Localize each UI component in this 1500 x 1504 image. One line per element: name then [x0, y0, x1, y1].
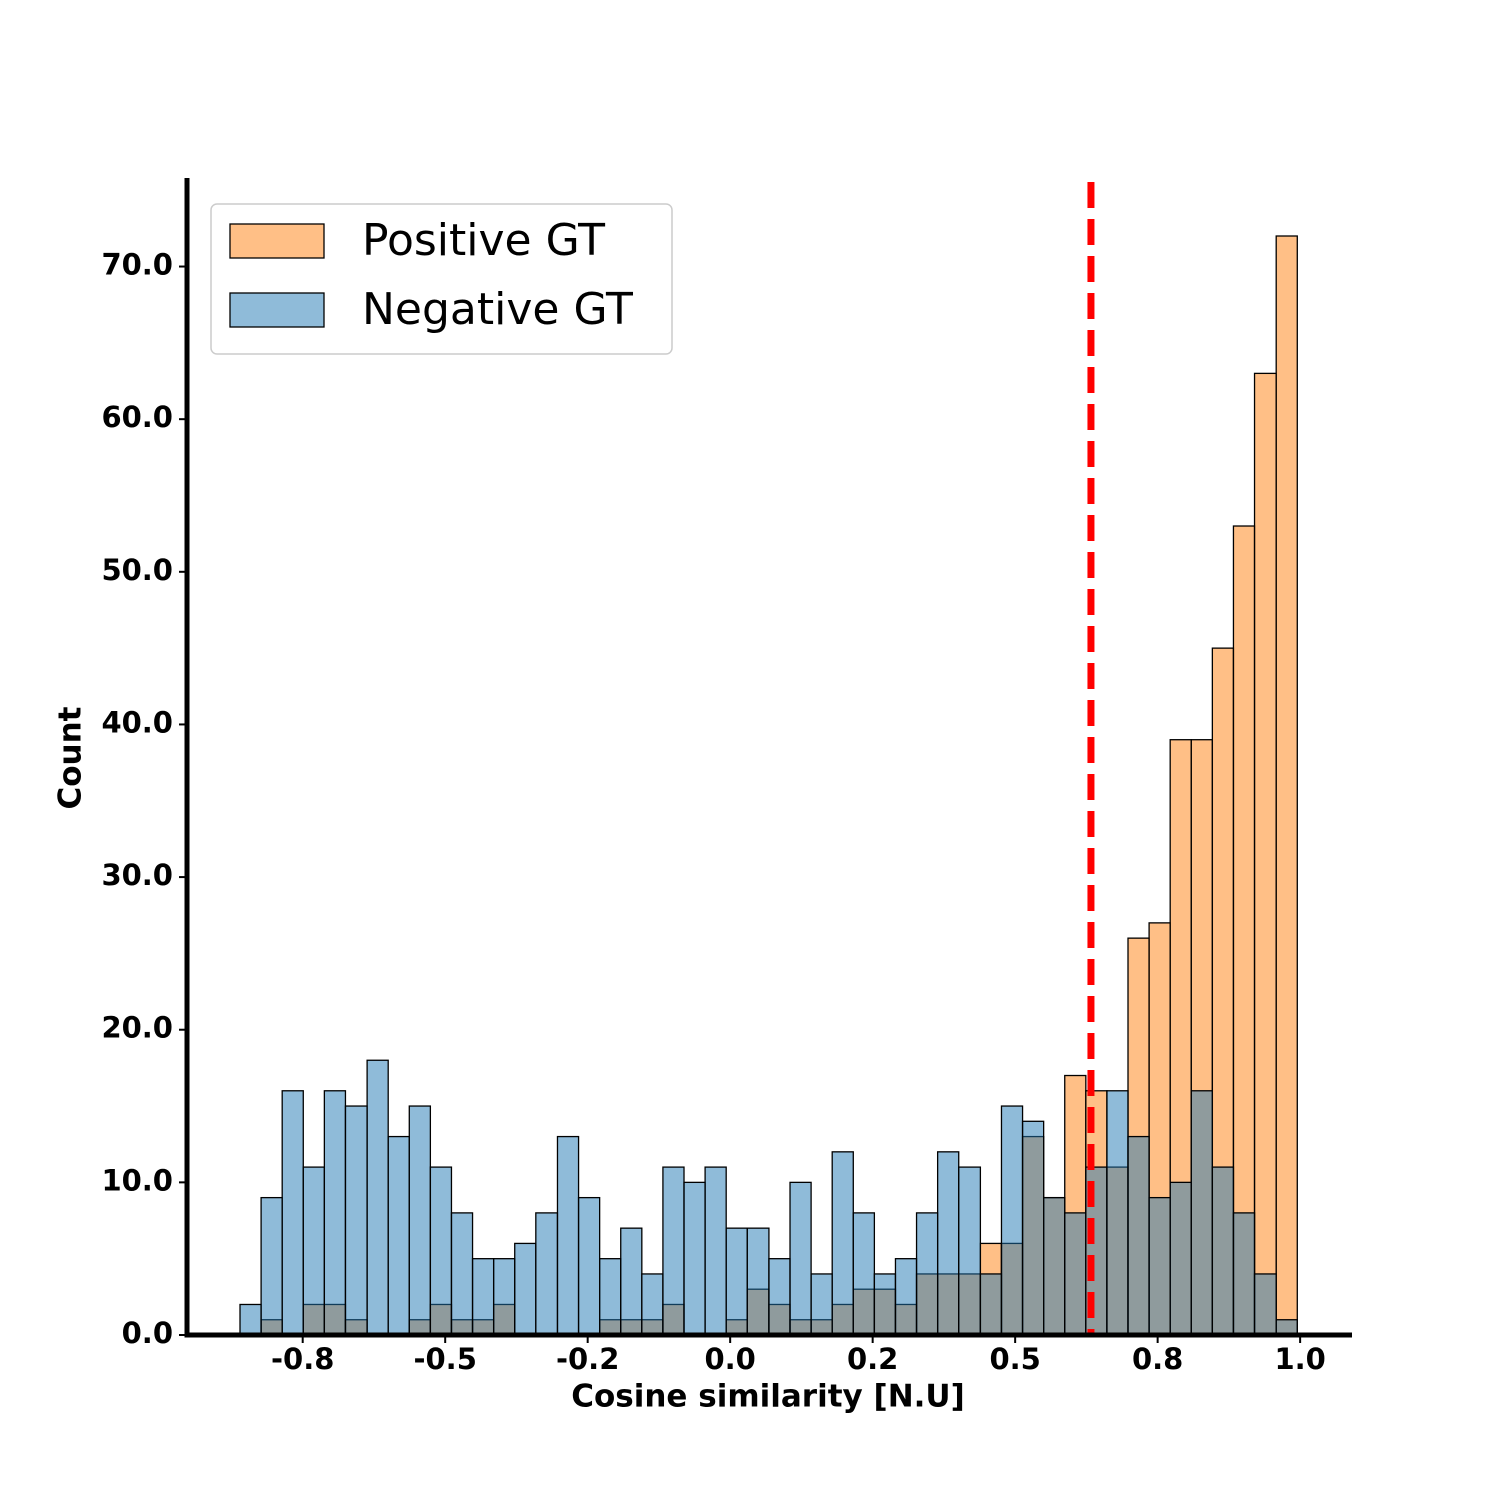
bar [852, 1212, 876, 1336]
y-tick-label: 0.0 [122, 1316, 173, 1350]
x-tick-label: -0.2 [556, 1342, 619, 1376]
bar [281, 1090, 304, 1336]
legend-swatch [229, 223, 325, 259]
bar [1190, 1090, 1214, 1336]
bar [746, 1227, 770, 1336]
bar [789, 1181, 812, 1336]
bar [1043, 1196, 1066, 1336]
bar [831, 1151, 854, 1336]
x-tick-label: -0.8 [271, 1342, 334, 1376]
y-tick-label: 60.0 [101, 400, 173, 434]
bar [1253, 372, 1277, 1336]
bar [1064, 1212, 1087, 1336]
bar [1127, 1135, 1150, 1336]
x-tick-label: 0.0 [704, 1342, 755, 1376]
bar [894, 1258, 918, 1336]
bar [408, 1105, 432, 1336]
bar [768, 1258, 791, 1336]
bar [662, 1166, 685, 1336]
bar [323, 1090, 347, 1336]
bar [302, 1166, 326, 1336]
bar [1253, 1273, 1277, 1336]
bar [260, 1196, 283, 1336]
bar [620, 1227, 643, 1336]
legend-label: Positive GT [362, 215, 605, 266]
x-tick-label: 0.8 [1132, 1342, 1183, 1376]
bar [725, 1227, 748, 1336]
bar [577, 1196, 601, 1336]
x-tick-label: 0.5 [989, 1342, 1040, 1376]
bar [366, 1059, 389, 1336]
bar [450, 1212, 474, 1336]
y-axis-label: Count [53, 706, 89, 809]
bar [704, 1166, 727, 1336]
bar [1232, 1212, 1256, 1336]
bar [683, 1181, 706, 1336]
bar [556, 1135, 580, 1336]
bar [1169, 1181, 1192, 1336]
bar [1106, 1090, 1129, 1336]
bar [1148, 1196, 1171, 1336]
bar [1000, 1105, 1024, 1336]
bar [344, 1105, 368, 1336]
bar [471, 1258, 495, 1336]
bar [915, 1212, 939, 1336]
y-tick-label: 20.0 [101, 1011, 173, 1045]
y-tick-label: 40.0 [101, 705, 173, 739]
x-axis-label: Cosine similarity [N.U] [571, 1379, 965, 1415]
x-tick-label: -0.5 [413, 1342, 476, 1376]
bar [641, 1273, 664, 1336]
bar [936, 1151, 960, 1336]
legend-box [210, 203, 673, 355]
y-tick-label: 70.0 [101, 248, 173, 282]
bar [387, 1135, 410, 1336]
y-tick-label: 30.0 [101, 858, 173, 892]
bar [429, 1166, 453, 1336]
x-tick-label: 0.2 [847, 1342, 898, 1376]
bar [599, 1258, 622, 1336]
legend-swatch [229, 292, 325, 328]
bar [492, 1258, 516, 1336]
bar [1211, 1166, 1235, 1336]
bar [535, 1212, 559, 1336]
bar [958, 1166, 982, 1336]
y-tick-label: 50.0 [101, 553, 173, 587]
bar [514, 1242, 537, 1336]
bar [1021, 1120, 1045, 1336]
x-tick-label: 1.0 [1274, 1342, 1325, 1376]
bar [873, 1273, 897, 1336]
bar [1275, 235, 1298, 1336]
bar [979, 1273, 1003, 1336]
y-tick-label: 10.0 [101, 1163, 173, 1197]
bar [810, 1273, 833, 1336]
legend-label: Negative GT [362, 284, 633, 335]
bar [239, 1303, 262, 1336]
